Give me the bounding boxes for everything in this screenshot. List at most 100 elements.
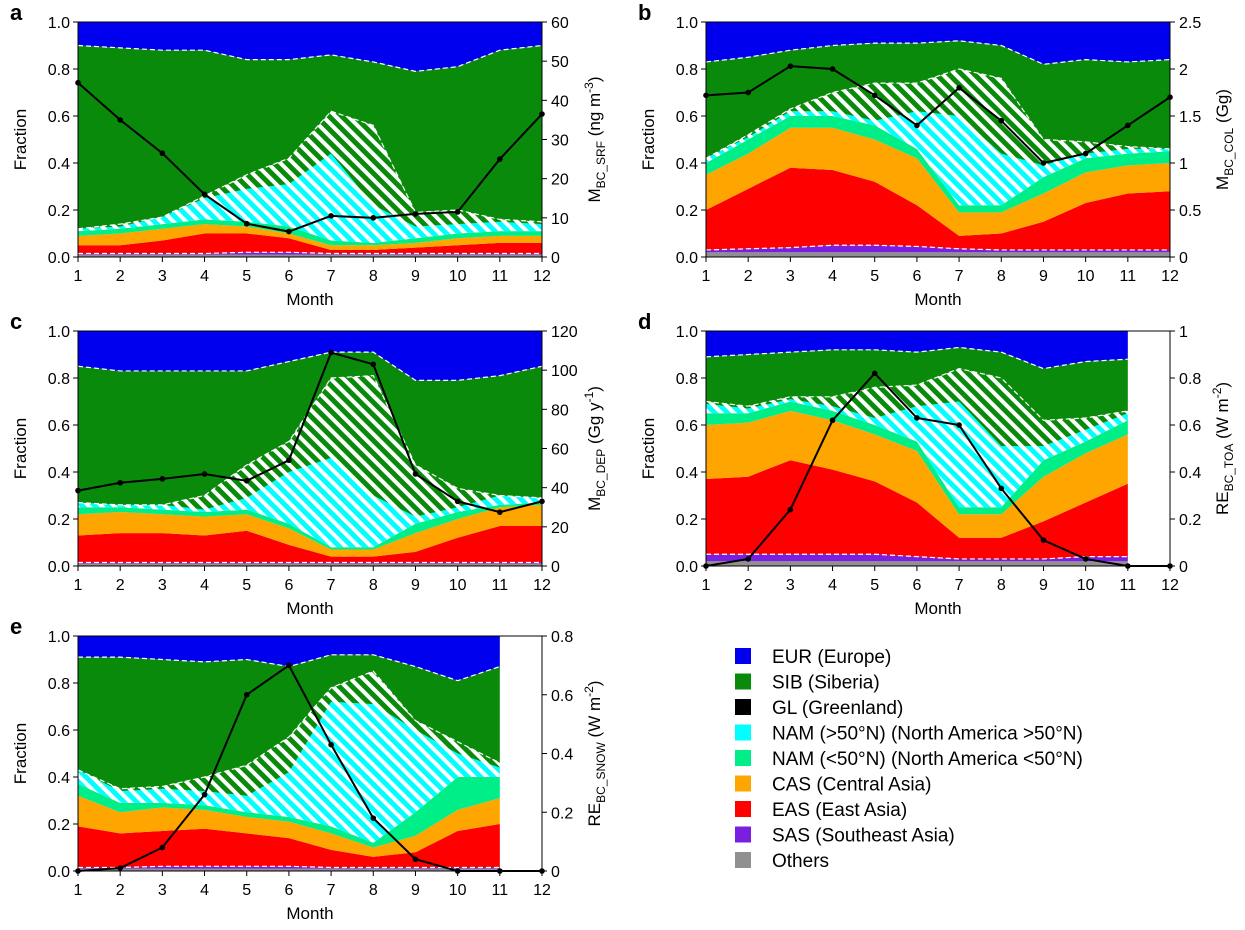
x-tick-label: 8 <box>369 577 378 594</box>
legend-swatch <box>735 673 751 690</box>
x-axis-label: Month <box>286 904 333 923</box>
x-tick-label: 8 <box>997 577 1006 594</box>
y-tick-label: 1.0 <box>48 15 70 32</box>
x-tick-label: 11 <box>492 882 509 899</box>
line-point <box>328 349 334 356</box>
line-point <box>412 471 419 477</box>
line-point <box>871 92 878 99</box>
line-point <box>243 220 250 227</box>
line-point <box>1082 556 1089 562</box>
y-tick-label: 0.6 <box>676 109 698 126</box>
x-tick-label: 12 <box>1161 577 1179 594</box>
x-tick-label: 11 <box>492 577 509 594</box>
band-nam-gt50-hatched <box>78 153 542 243</box>
x-tick-label: 3 <box>158 577 167 594</box>
x-tick-label: 2 <box>116 577 125 594</box>
band-boundary <box>705 68 1171 159</box>
line-point <box>117 117 123 123</box>
x-tick-label: 5 <box>242 577 251 594</box>
band-eur <box>706 331 1128 369</box>
line-point <box>454 209 461 215</box>
legend-swatch <box>735 750 751 766</box>
x-tick-label: 12 <box>1161 268 1179 285</box>
y2-tick-label: 10 <box>551 211 569 228</box>
y-tick-label: 0.8 <box>48 62 70 79</box>
x-tick-label: 2 <box>744 577 753 594</box>
line-point <box>1040 160 1047 166</box>
x-tick-label: 7 <box>327 882 336 899</box>
line-point <box>243 478 250 484</box>
x-tick-label: 9 <box>1039 268 1048 285</box>
line-point <box>539 498 545 505</box>
legend-label: SAS (Southeast Asia) <box>772 826 955 847</box>
line-series <box>705 371 1170 567</box>
x-axis-label: Month <box>286 599 333 618</box>
line-point <box>703 92 709 99</box>
legend-swatch <box>735 801 751 817</box>
x-tick-label: 8 <box>369 268 378 285</box>
band-nam-lt50 <box>78 219 542 246</box>
y2-tick-label: 40 <box>551 93 569 110</box>
y-tick-label: 0.2 <box>48 817 70 834</box>
y2-tick-label: 0.8 <box>551 629 573 646</box>
y2-tick-label: 0.8 <box>1179 371 1201 388</box>
x-tick-label: 9 <box>411 268 420 285</box>
band-sib <box>706 40 1170 159</box>
legend-swatch <box>735 724 751 741</box>
legend-label: EAS (East Asia) <box>772 800 907 821</box>
band-boundary <box>705 244 1170 251</box>
x-tick-label: 9 <box>411 577 420 594</box>
line-point <box>1125 122 1131 129</box>
line-point <box>370 815 377 821</box>
x-tick-label: 5 <box>242 268 251 285</box>
x-tick-label: 1 <box>702 268 711 285</box>
band-eur <box>78 22 542 72</box>
y2-tick-label: 0.5 <box>1179 203 1201 220</box>
line-point <box>75 487 81 494</box>
line-point <box>117 479 123 486</box>
legend-label: SIB (Siberia) <box>772 673 880 694</box>
line-point <box>454 498 461 505</box>
x-tick-label: 4 <box>200 577 209 594</box>
x-tick-label: 6 <box>284 882 293 899</box>
y2-axis-label: REBC_SNOW (W m-2) <box>582 681 608 827</box>
panel-letter: c <box>10 309 22 334</box>
line-point <box>243 691 250 698</box>
x-tick-label: 5 <box>242 882 251 899</box>
line-point <box>1167 94 1173 100</box>
y-tick-label: 0.6 <box>676 418 698 435</box>
band-cas <box>706 127 1170 236</box>
y2-tick-label: 80 <box>551 402 569 419</box>
y2-tick-label: 2.5 <box>1179 15 1201 32</box>
line-point <box>286 457 292 464</box>
line-point <box>539 868 545 874</box>
line-point <box>412 856 419 863</box>
band-others <box>78 868 500 871</box>
y2-tick-label: 20 <box>551 520 569 537</box>
x-tick-label: 4 <box>200 882 209 899</box>
line-point <box>75 868 81 874</box>
y-tick-label: 0.2 <box>676 512 698 529</box>
line-point <box>829 66 836 72</box>
band-eas <box>78 824 500 868</box>
x-tick-label: 10 <box>1077 268 1095 285</box>
band-eur <box>78 636 500 681</box>
line-point <box>956 85 962 91</box>
line-point <box>159 476 166 482</box>
band-nam-gt50-hatched <box>78 457 542 548</box>
y-tick-label: 0.0 <box>48 864 70 881</box>
panel-d: 0.00.20.40.60.81.000.20.40.60.811 2 3 4 5 6 7 8… <box>638 309 1236 618</box>
y2-tick-label: 0.6 <box>551 688 573 705</box>
line-point <box>75 79 81 86</box>
x-tick-label: 11 <box>1120 268 1137 285</box>
y-tick-label: 1.0 <box>676 324 698 341</box>
y-axis-label: Fraction <box>11 109 30 170</box>
band-sib <box>78 654 500 789</box>
band-boundary <box>705 346 1128 370</box>
band-others <box>706 252 1170 257</box>
line-point <box>117 865 123 871</box>
line-point <box>328 213 334 219</box>
band-others <box>706 561 1128 566</box>
y-tick-label: 0.8 <box>48 676 70 693</box>
x-tick-label: 6 <box>284 268 293 285</box>
